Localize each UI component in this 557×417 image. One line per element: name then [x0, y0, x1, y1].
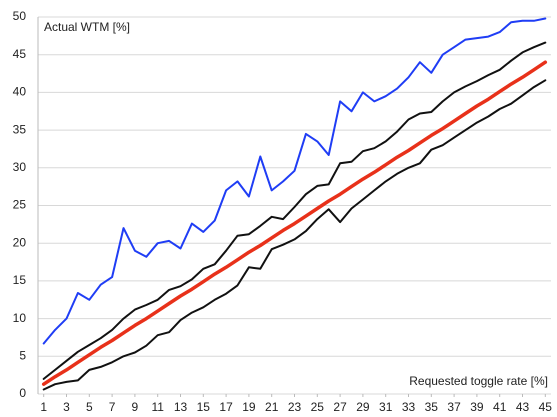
- series-line: [41, 60, 548, 386]
- x-axis-label: Requested toggle rate [%]: [409, 374, 548, 388]
- x-tick-label: 39: [470, 400, 484, 414]
- x-tick-label: 9: [132, 400, 139, 414]
- x-tick-label: 19: [242, 400, 256, 414]
- x-tick-label: 11: [151, 400, 164, 414]
- x-tick-label: 33: [402, 400, 416, 414]
- x-tick-label: 15: [197, 400, 211, 414]
- y-tick-label: 30: [13, 160, 27, 174]
- x-tick-label: 3: [63, 400, 70, 414]
- x-tick-label: 21: [265, 400, 279, 414]
- y-tick-label: 40: [13, 85, 27, 99]
- y-tick-label: 25: [13, 198, 27, 212]
- x-tick-label: 7: [109, 400, 116, 414]
- y-axis-label: Actual WTM [%]: [44, 20, 130, 34]
- x-tick-label: 1: [40, 400, 47, 414]
- x-tick-label: 43: [516, 400, 530, 414]
- y-tick-label: 10: [13, 311, 27, 325]
- series-line: [42, 17, 547, 345]
- x-tick-label: 5: [86, 400, 93, 414]
- series-line: [42, 79, 547, 391]
- x-tick-label: 17: [219, 400, 233, 414]
- x-tick-label: 31: [379, 400, 393, 414]
- x-tick-label: 27: [333, 400, 347, 414]
- y-tick-label: 0: [19, 386, 26, 400]
- x-tick-label: 41: [493, 400, 507, 414]
- y-tick-label: 15: [13, 273, 27, 287]
- x-tick-label: 23: [288, 400, 302, 414]
- x-tick-label: 13: [174, 400, 188, 414]
- x-tick-label: 45: [539, 400, 553, 414]
- x-tick-label: 25: [311, 400, 325, 414]
- y-tick-label: 45: [13, 47, 27, 61]
- y-tick-label: 35: [13, 122, 27, 136]
- y-tick-label: 20: [13, 235, 27, 249]
- x-tick-label: 37: [447, 400, 461, 414]
- x-tick-label: 35: [425, 400, 439, 414]
- y-tick-label: 50: [13, 9, 27, 23]
- y-tick-label: 5: [19, 348, 26, 362]
- series-line: [42, 41, 547, 380]
- x-tick-label: 29: [356, 400, 370, 414]
